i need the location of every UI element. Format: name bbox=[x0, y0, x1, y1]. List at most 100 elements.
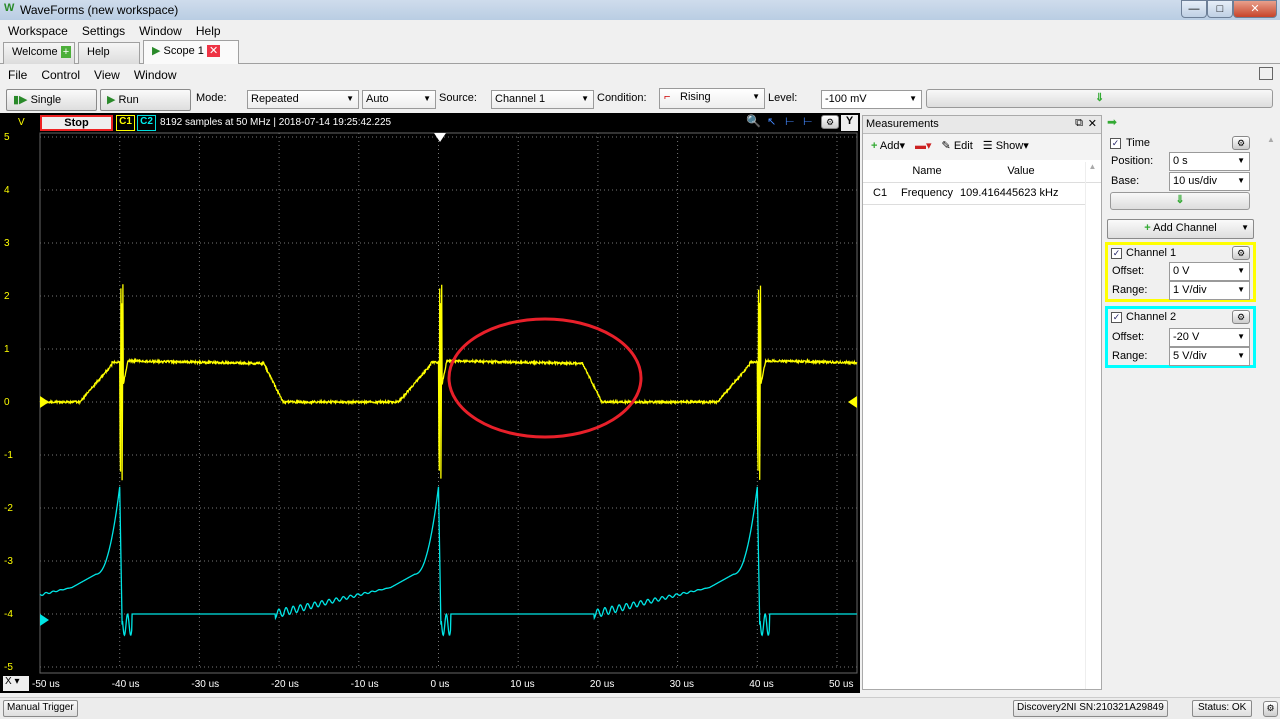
level-slider[interactable]: ⇓ bbox=[926, 89, 1273, 108]
status-button[interactable]: Status: OK bbox=[1192, 700, 1252, 717]
channel-2-checkbox[interactable]: ✓ bbox=[1111, 312, 1122, 323]
trigger-level-marker bbox=[848, 396, 857, 408]
source-select[interactable]: Channel 1 bbox=[491, 90, 594, 109]
window-title: WaveForms (new workspace) bbox=[20, 3, 178, 17]
channel-1-group: ✓ Channel 1 ⚙ Offset: 0 V Range: 1 V/div bbox=[1105, 242, 1256, 302]
annotation-ellipse bbox=[449, 319, 641, 437]
measurements-panel: Measurements ⧉ ✕ + Add▾ ▬▾ ✎ Edit ☰ Show▾ … bbox=[862, 115, 1102, 690]
plot-border bbox=[40, 133, 857, 673]
minimize-button[interactable]: — bbox=[1181, 0, 1207, 18]
cell-name: Frequency bbox=[897, 187, 957, 204]
condition-select[interactable]: ⌐ Rising bbox=[659, 88, 765, 109]
channel-2-offset-marker bbox=[40, 614, 49, 626]
add-channel-button[interactable]: + Add Channel ▼ bbox=[1107, 219, 1254, 239]
x-tick-label: 20 us bbox=[590, 679, 614, 690]
gear-icon[interactable]: ⚙ bbox=[1232, 136, 1250, 150]
run-button[interactable]: ▶ Run bbox=[100, 89, 191, 111]
offset-label: Offset: bbox=[1112, 265, 1144, 277]
plus-icon: + bbox=[1144, 222, 1150, 234]
edit-button[interactable]: ✎ Edit bbox=[942, 139, 973, 155]
time-label: Time bbox=[1126, 137, 1150, 149]
y-tick-label: 2 bbox=[4, 291, 10, 302]
time-checkbox[interactable]: ✓ bbox=[1110, 138, 1121, 149]
y-tick-label: -5 bbox=[4, 662, 13, 673]
tab-welcome[interactable]: Welcome + bbox=[3, 42, 75, 64]
x-tick-label: 40 us bbox=[749, 679, 773, 690]
position-slider[interactable]: ⇓ bbox=[1110, 192, 1250, 210]
table-row[interactable]: C1 Frequency 109.416445623 kHz bbox=[863, 183, 1085, 205]
range-select[interactable]: 5 V/div bbox=[1169, 347, 1250, 366]
level-label: Level: bbox=[768, 92, 797, 104]
label: Add bbox=[880, 140, 900, 152]
single-button[interactable]: ▮▶ Single bbox=[6, 89, 97, 111]
show-button[interactable]: ☰ Show▾ bbox=[983, 139, 1029, 155]
right-scrollbar[interactable]: ▲ bbox=[1264, 135, 1278, 690]
menu-help[interactable]: Help bbox=[196, 24, 221, 38]
gear-icon[interactable]: ⚙ bbox=[1232, 310, 1250, 324]
position-label: Position: bbox=[1111, 155, 1153, 167]
y-tick-label: 1 bbox=[4, 344, 10, 355]
channel-2-group: ✓ Channel 2 ⚙ Offset: -20 V Range: 5 V/d… bbox=[1105, 306, 1256, 368]
range-select[interactable]: 1 V/div bbox=[1169, 281, 1250, 300]
panel-title: Measurements bbox=[866, 118, 939, 130]
menu-window[interactable]: Window bbox=[139, 24, 182, 38]
menu-view[interactable]: View bbox=[94, 68, 120, 82]
position-select[interactable]: 0 s bbox=[1169, 152, 1250, 171]
gear-icon[interactable]: ⚙ bbox=[1232, 246, 1250, 260]
range-label: Range: bbox=[1112, 350, 1147, 362]
x-tick-label: 30 us bbox=[670, 679, 694, 690]
channel-1-offset-marker bbox=[40, 396, 49, 408]
label: Add Channel bbox=[1153, 222, 1217, 234]
cell-channel: C1 bbox=[863, 187, 897, 204]
undock-icon[interactable]: ⧉ bbox=[1075, 117, 1083, 130]
add-measurement-button[interactable]: + Add▾ bbox=[871, 139, 905, 155]
time-group: ✓ Time ⚙ Position: 0 s Base: 10 us/div ⇓ bbox=[1106, 134, 1254, 214]
offset-select[interactable]: -20 V bbox=[1169, 328, 1250, 347]
cell-value: 109.416445623 kHz bbox=[957, 187, 1058, 204]
close-tab-icon[interactable]: ✕ bbox=[207, 45, 220, 57]
mode-select[interactable]: Repeated bbox=[247, 90, 359, 109]
scrollbar[interactable]: ▲ bbox=[1085, 162, 1099, 689]
x-tick-label: -20 us bbox=[271, 679, 299, 690]
gear-icon[interactable]: ⚙ bbox=[1263, 701, 1278, 717]
device-button[interactable]: Discovery2NI SN:210321A29849 bbox=[1013, 700, 1168, 717]
offset-label: Offset: bbox=[1112, 331, 1144, 343]
chevron-down-icon[interactable]: ▼ bbox=[1241, 223, 1249, 232]
maximize-button[interactable]: □ bbox=[1207, 0, 1233, 18]
x-tick-label: 50 us bbox=[829, 679, 853, 690]
base-select[interactable]: 10 us/div bbox=[1169, 172, 1250, 191]
slider-handle-icon[interactable]: ⇓ bbox=[1095, 91, 1104, 104]
status-bar: Manual Trigger Discovery2NI SN:210321A29… bbox=[0, 697, 1280, 719]
channel-1-checkbox[interactable]: ✓ bbox=[1111, 248, 1122, 259]
source-label: Source: bbox=[439, 92, 477, 104]
menu-workspace[interactable]: Workspace bbox=[8, 24, 68, 38]
mode-label: Mode: bbox=[196, 92, 227, 104]
condition-label: Condition: bbox=[597, 92, 647, 104]
offset-select[interactable]: 0 V bbox=[1169, 262, 1250, 281]
menu-settings[interactable]: Settings bbox=[82, 24, 125, 38]
close-panel-icon[interactable]: ✕ bbox=[1088, 117, 1097, 130]
auto-select[interactable]: Auto bbox=[362, 90, 436, 109]
level-input[interactable]: -100 mV bbox=[821, 90, 922, 109]
manual-trigger-button[interactable]: Manual Trigger bbox=[3, 700, 78, 717]
plus-icon[interactable]: + bbox=[61, 46, 71, 58]
remove-measurement-button[interactable]: ▬▾ bbox=[915, 139, 932, 155]
tab-help[interactable]: Help bbox=[78, 42, 140, 64]
label: Edit bbox=[954, 140, 973, 152]
arrow-right-icon[interactable]: ➡ bbox=[1107, 115, 1117, 129]
label: Show bbox=[996, 140, 1024, 152]
menu-window[interactable]: Window bbox=[134, 68, 177, 82]
rising-edge-icon: ⌐ bbox=[664, 91, 670, 103]
base-label: Base: bbox=[1111, 175, 1139, 187]
y-tick-label: -3 bbox=[4, 556, 13, 567]
tab-label: Help bbox=[87, 46, 110, 58]
edit-icon: ✎ bbox=[942, 140, 951, 152]
restore-panel-icon[interactable] bbox=[1259, 67, 1273, 80]
column-name: Name bbox=[897, 161, 957, 182]
tab-scope-1[interactable]: ▶ Scope 1 ✕ bbox=[143, 40, 239, 64]
menu-file[interactable]: File bbox=[8, 68, 27, 82]
scope-menu: File Control View Window bbox=[0, 66, 1280, 84]
menu-control[interactable]: Control bbox=[41, 68, 80, 82]
close-button[interactable]: ✕ bbox=[1233, 0, 1277, 18]
y-tick-label: 5 bbox=[4, 132, 10, 143]
